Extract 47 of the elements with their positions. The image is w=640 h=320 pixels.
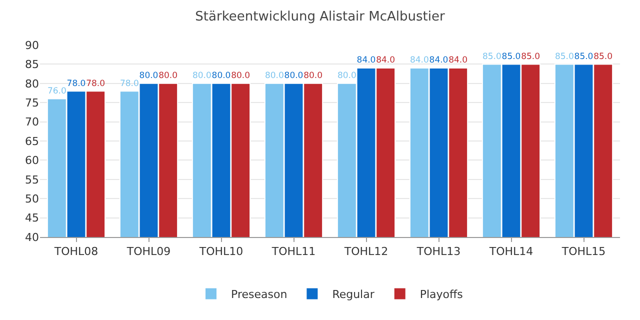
chart-title: Stärkeentwicklung Alistair McAlbustier	[195, 9, 446, 24]
y-tick-label: 65	[25, 134, 39, 148]
y-tick-label: 50	[25, 192, 39, 206]
data-label: 84.0	[429, 56, 448, 66]
x-tick-label: TOHL09	[126, 245, 171, 258]
data-label: 84.0	[410, 56, 429, 66]
data-label: 80.0	[304, 71, 323, 82]
data-label: 85.0	[502, 52, 521, 62]
x-tick-label: TOHL08	[53, 245, 98, 258]
data-label: 80.0	[158, 71, 178, 82]
y-tick-label: 45	[25, 212, 39, 225]
data-label: 84.0	[376, 56, 396, 66]
data-label: 80.0	[337, 71, 356, 82]
legend-label: Playoffs	[420, 288, 464, 302]
data-label: 80.0	[212, 71, 231, 82]
data-label: 78.0	[86, 78, 106, 89]
y-tick-label: 75	[25, 96, 39, 110]
data-label: 80.0	[264, 71, 284, 82]
y-tick-label: 90	[25, 38, 39, 52]
data-label: 76.0	[47, 86, 66, 96]
data-label: 85.0	[594, 52, 613, 62]
x-tick-label: TOHL15	[560, 245, 606, 258]
y-tick-label: 55	[25, 173, 39, 186]
data-label: 78.0	[66, 78, 86, 89]
data-label: 85.0	[482, 52, 502, 62]
x-tick-label: TOHL14	[488, 245, 534, 258]
y-tick-label: 80	[25, 77, 39, 90]
data-label: 80.0	[284, 71, 304, 82]
data-label: 84.0	[356, 56, 376, 66]
legend-label: Regular	[332, 288, 375, 302]
legend-label: Preseason	[231, 288, 288, 302]
y-tick-label: 60	[25, 154, 39, 168]
data-label: 85.0	[521, 52, 540, 62]
data-label: 80.0	[231, 71, 250, 82]
data-label: 85.0	[554, 52, 574, 62]
y-tick-label: 70	[25, 116, 39, 129]
y-tick-label: 85	[25, 58, 39, 72]
data-label: 80.0	[192, 71, 212, 82]
x-tick-label: TOHL12	[343, 245, 388, 258]
data-label: 80.0	[139, 71, 158, 82]
x-tick-label: TOHL13	[416, 245, 461, 258]
data-label: 78.0	[120, 78, 139, 89]
x-tick-label: TOHL10	[198, 245, 244, 258]
data-label: 85.0	[574, 52, 594, 62]
x-tick-label: TOHL11	[270, 245, 316, 258]
data-label: 84.0	[448, 56, 468, 66]
y-tick-label: 40	[25, 230, 39, 244]
